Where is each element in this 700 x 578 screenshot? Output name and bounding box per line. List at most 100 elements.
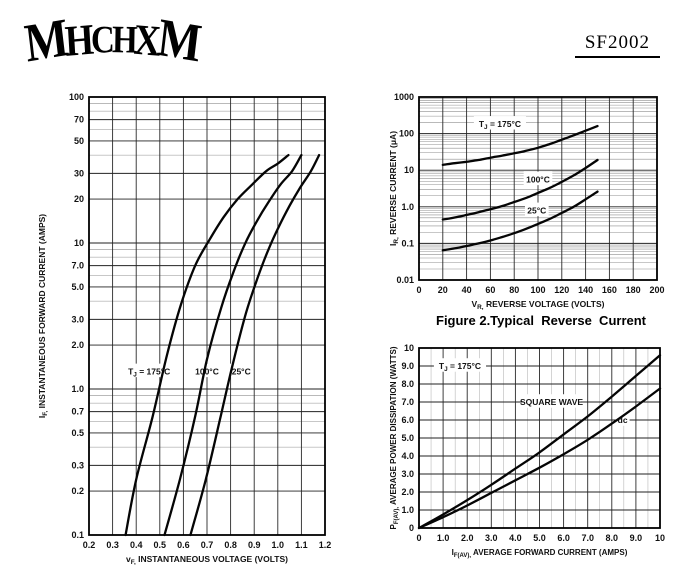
y-tick-label: 100 bbox=[69, 92, 84, 102]
y-tick-label: 10 bbox=[74, 238, 84, 248]
tick-labels: 0 20 40 60 80 100 120 140 160 180 200 1000 100 10 1.0 0… bbox=[394, 92, 665, 295]
curve-labels: TJ = 175°C SQUARE WAVE dc bbox=[433, 358, 630, 426]
curve-label-bg bbox=[523, 171, 553, 186]
y-tick-label: 5.0 bbox=[71, 282, 84, 292]
x-tick-label: 0 bbox=[416, 533, 421, 543]
curve-100-c bbox=[441, 158, 599, 221]
curve-label: 100°C bbox=[195, 366, 219, 376]
x-tick-label: 40 bbox=[462, 285, 472, 295]
y-tick-label: 7.0 bbox=[401, 397, 414, 407]
plot-frame bbox=[88, 96, 326, 536]
curve-label-bg bbox=[615, 412, 630, 426]
y-tick-label: 0 bbox=[409, 523, 414, 533]
x-tick-label: 0.2 bbox=[83, 540, 96, 550]
x-tick-label: 0.8 bbox=[224, 540, 237, 550]
x-tick-label: 120 bbox=[554, 285, 569, 295]
y-tick-label: 20 bbox=[74, 194, 84, 204]
part-number-text: SF2002 bbox=[584, 32, 650, 53]
curve-label-bg bbox=[192, 363, 222, 378]
y-tick-label: 70 bbox=[74, 115, 84, 125]
x-tick-label: 6.0 bbox=[557, 533, 570, 543]
x-tick-label: 9.0 bbox=[630, 533, 643, 543]
reverse-current-chart: TJ = 175°C 100°C 25°C 0 20 40 60 80 100 120 140 160… bbox=[388, 92, 665, 311]
curve-label: TJ = 175°C bbox=[128, 366, 170, 378]
y-tick-label: 0.1 bbox=[401, 238, 414, 248]
x-tick-label: 0.4 bbox=[130, 540, 143, 550]
x-tick-label: 3.0 bbox=[485, 533, 498, 543]
curve-25-c bbox=[441, 190, 599, 252]
curve-25-c bbox=[189, 153, 321, 537]
curve-label: SQUARE WAVE bbox=[520, 397, 583, 407]
x-tick-label: 60 bbox=[485, 285, 495, 295]
x-tick-label: 0 bbox=[416, 285, 421, 295]
curve-dc bbox=[417, 387, 662, 530]
x-tick-label: 0.3 bbox=[106, 540, 119, 550]
y-tick-label: 1000 bbox=[394, 92, 414, 102]
x-tick-label: 7.0 bbox=[581, 533, 594, 543]
curve-tj-175-c bbox=[441, 124, 599, 167]
y-tick-label: 4.0 bbox=[401, 451, 414, 461]
x-tick-label: 1.2 bbox=[319, 540, 332, 550]
curve-label: 25°C bbox=[527, 205, 546, 215]
x-tick-label: 180 bbox=[626, 285, 641, 295]
x-tick-label: 5.0 bbox=[533, 533, 546, 543]
y-axis-title: IF, INSTANTANEOUS FORWARD CURRENT (AMPS) bbox=[37, 214, 49, 418]
curve-tj-175-c bbox=[124, 153, 290, 537]
y-tick-label: 6.0 bbox=[401, 415, 414, 425]
x-tick-label: 2.0 bbox=[461, 533, 474, 543]
curve-labels: TJ = 175°C 100°C 25°C bbox=[473, 116, 553, 217]
y-tick-label: 100 bbox=[399, 129, 414, 139]
curve-label: 100°C bbox=[526, 174, 550, 184]
x-tick-label: 0.7 bbox=[201, 540, 214, 550]
curve-label-bg bbox=[433, 358, 487, 372]
x-tick-label: 1.1 bbox=[295, 540, 308, 550]
plot-frame bbox=[418, 347, 661, 529]
part-number: SF2002 bbox=[574, 32, 660, 58]
x-tick-label: 10 bbox=[655, 533, 665, 543]
figure2-caption: Figure 2.Typical Reverse Current bbox=[436, 313, 646, 328]
x-tick-label: 0.5 bbox=[154, 540, 167, 550]
y-tick-label: 3.0 bbox=[71, 314, 84, 324]
x-tick-label: 0.6 bbox=[177, 540, 190, 550]
curve-label: dc bbox=[618, 415, 628, 425]
curve-label-bg bbox=[473, 116, 526, 130]
x-tick-label: 4.0 bbox=[509, 533, 522, 543]
x-axis-title: vF, INSTANTANEOUS VOLTAGE (VOLTS) bbox=[126, 554, 288, 566]
forward-voltage-chart: TJ = 175°C 100°C 25°C 0.2 0.3 0.4 0.5 0.6 0.7 0.8… bbox=[37, 92, 332, 566]
x-tick-label: 8.0 bbox=[606, 533, 619, 543]
y-axis-title: IR, REVERSE CURRENT (μA) bbox=[388, 131, 400, 246]
curve-label-bg bbox=[229, 363, 254, 378]
y-tick-label: 9.0 bbox=[401, 361, 414, 371]
y-tick-label: 0.2 bbox=[71, 486, 84, 496]
major-gridlines bbox=[88, 96, 326, 536]
y-tick-label: 1.0 bbox=[401, 505, 414, 515]
curve-label: 25°C bbox=[232, 366, 251, 376]
curve-labels: TJ = 175°C 100°C 25°C bbox=[123, 363, 254, 379]
x-tick-label: 140 bbox=[578, 285, 593, 295]
curve-label-bg bbox=[524, 202, 549, 217]
x-tick-label: 80 bbox=[509, 285, 519, 295]
y-tick-label: 10 bbox=[404, 343, 414, 353]
y-axis-title: PF(AV), AVERAGE POWER DISSIPATION (WATTS… bbox=[389, 346, 400, 529]
y-tick-label: 2.0 bbox=[71, 340, 84, 350]
y-tick-label: 5.0 bbox=[401, 433, 414, 443]
y-tick-label: 0.01 bbox=[396, 275, 414, 285]
y-tick-label: 7.0 bbox=[71, 261, 84, 271]
y-tick-label: 10 bbox=[404, 165, 414, 175]
x-tick-label: 1.0 bbox=[437, 533, 450, 543]
y-tick-label: 50 bbox=[74, 136, 84, 146]
x-tick-label: 100 bbox=[530, 285, 545, 295]
y-tick-label: 2.0 bbox=[401, 487, 414, 497]
x-tick-label: 160 bbox=[602, 285, 617, 295]
curve-100-c bbox=[163, 153, 303, 537]
curve-label-bg bbox=[522, 394, 581, 408]
x-tick-label: 1.0 bbox=[272, 540, 285, 550]
x-tick-label: 200 bbox=[649, 285, 664, 295]
logo-letter: M bbox=[154, 6, 205, 74]
curve-label: TJ = 175°C bbox=[439, 361, 481, 373]
y-tick-label: 0.3 bbox=[71, 460, 84, 470]
y-tick-label: 0.5 bbox=[71, 428, 84, 438]
curve-label: TJ = 175°C bbox=[479, 119, 521, 131]
